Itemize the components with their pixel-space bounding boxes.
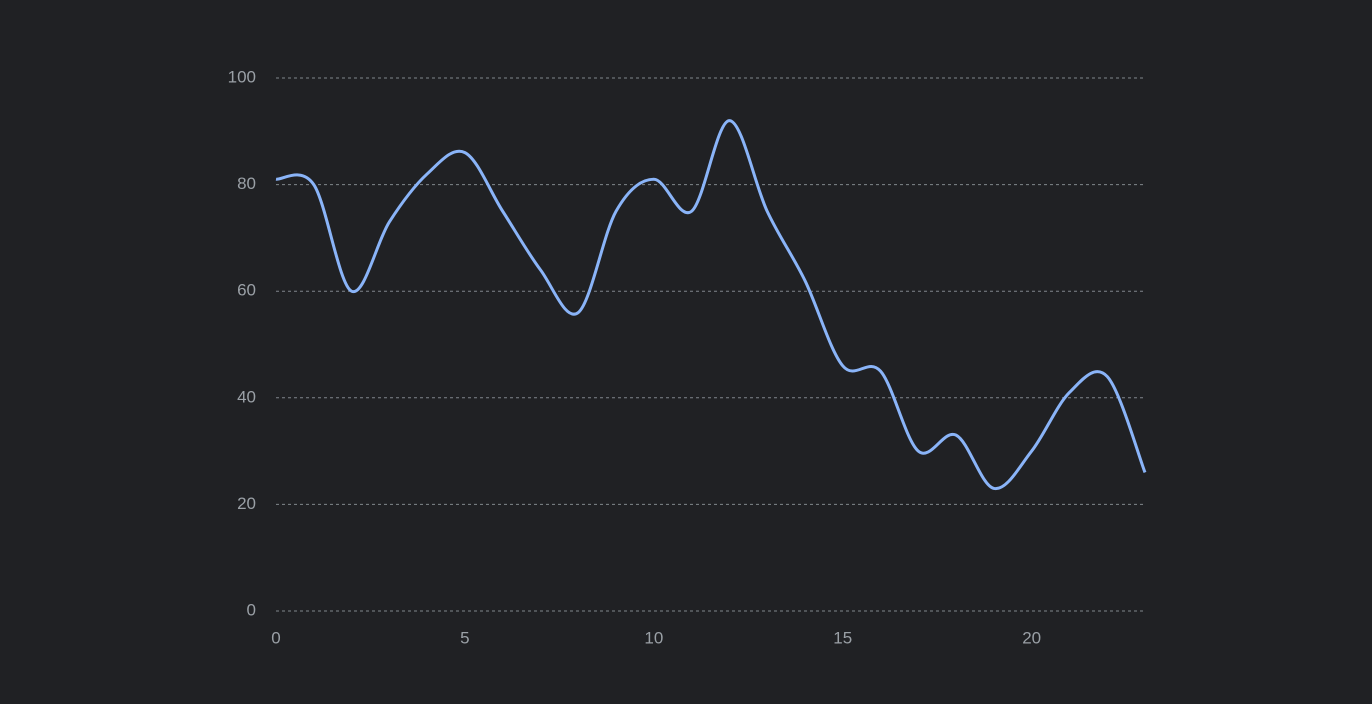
x-tick-label: 20 <box>1022 628 1041 647</box>
y-tick-label: 60 <box>237 281 256 300</box>
x-tick-label: 10 <box>644 628 663 647</box>
y-tick-label: 20 <box>237 494 256 513</box>
line <box>275 119 1147 490</box>
x-tick-label: 0 <box>271 628 280 647</box>
y-tick-label: 80 <box>237 174 256 193</box>
x-tick-label: 15 <box>833 628 852 647</box>
y-tick-label: 100 <box>228 67 256 86</box>
y-tick-label: 0 <box>247 600 256 619</box>
y-tick-label: 40 <box>237 387 256 406</box>
x-tick-label: 5 <box>460 628 469 647</box>
